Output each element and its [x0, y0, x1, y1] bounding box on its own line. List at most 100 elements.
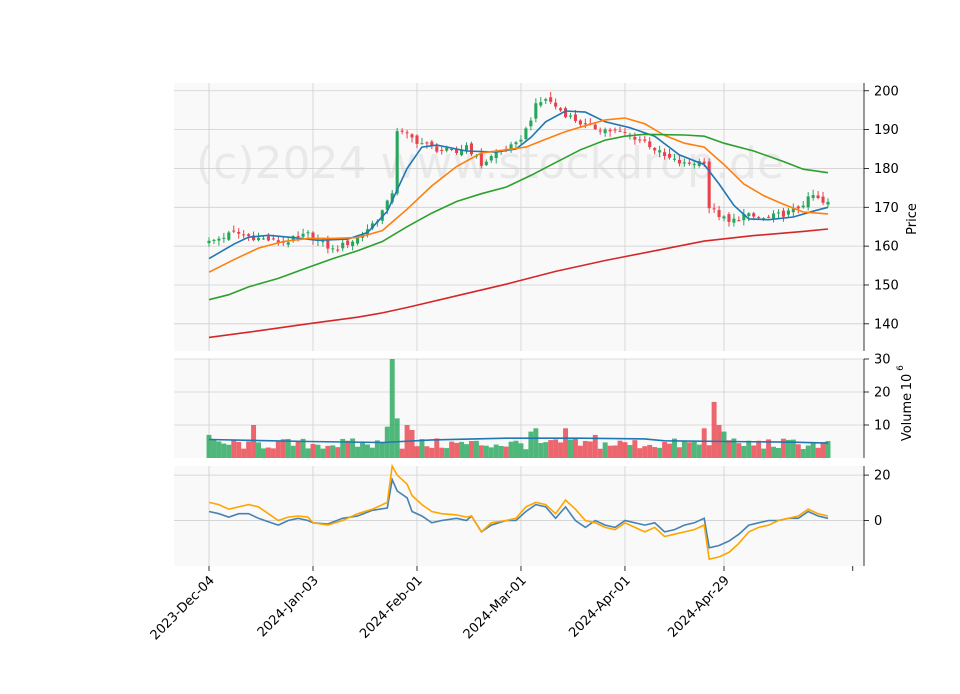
candle-body [460, 149, 464, 156]
price-line-ma-200 [208, 228, 829, 339]
candle-body [568, 115, 573, 117]
price-tick-label: 180 [874, 162, 899, 177]
volume-bar [369, 447, 375, 458]
volume-tick-label: 30 [874, 353, 891, 368]
volume-bar [587, 441, 593, 458]
volume-bar [355, 446, 361, 458]
volume-bar [528, 431, 534, 458]
candle-body [430, 141, 434, 146]
candle-body [692, 164, 696, 166]
candle-body [826, 201, 830, 205]
volume-bar [379, 442, 385, 458]
volume-bar [518, 443, 524, 458]
candle-body [806, 196, 810, 208]
volume-bar [761, 448, 767, 458]
candle-body [658, 150, 662, 153]
volume-bar [766, 439, 772, 458]
volume-bar [206, 434, 212, 458]
candle-body [663, 152, 667, 157]
volume-bar [473, 440, 479, 458]
candle-body [247, 234, 251, 236]
candle-body [346, 240, 350, 246]
volume-bar [221, 443, 227, 458]
volume-bar [360, 441, 365, 458]
volume-bar [290, 445, 296, 458]
candle-body [682, 162, 686, 164]
candle-body [227, 232, 231, 240]
candle-body [643, 139, 647, 141]
volume-bar [825, 441, 831, 458]
volume-bar [503, 446, 509, 458]
candle-body [796, 206, 800, 209]
candle-body [425, 142, 429, 144]
volume-bar [637, 448, 643, 458]
candle-body [717, 210, 721, 217]
candle-body [559, 108, 563, 111]
volume-bar [706, 445, 712, 458]
osc-line-oscillator-b [208, 463, 829, 561]
volume-bar [345, 440, 351, 458]
candle-body [519, 139, 523, 142]
price-tick-label: 190 [874, 123, 899, 138]
volume-bar [226, 444, 232, 458]
candle-body [331, 248, 335, 250]
volume-bar [513, 440, 519, 458]
price-tick-label: 200 [874, 84, 899, 99]
candle-body [514, 142, 518, 145]
volume-bar [672, 438, 677, 458]
candle-body [672, 158, 677, 160]
volume-bar [741, 445, 747, 458]
candle-body [786, 210, 790, 215]
candle-body [326, 240, 330, 249]
candle-body [400, 130, 404, 132]
volume-bar [602, 442, 608, 458]
volume-bar [785, 439, 791, 458]
indicator-lines [208, 110, 829, 561]
volume-bar [315, 444, 321, 458]
volume-bar [260, 448, 266, 458]
candle-body [613, 129, 617, 131]
candle-body [727, 214, 731, 222]
candle-body [811, 195, 815, 198]
volume-bar [622, 442, 628, 458]
volume-bar [241, 448, 247, 458]
candle-body [484, 161, 488, 166]
volume-bar [780, 438, 786, 458]
candle-body [791, 208, 795, 213]
volume-bar [815, 447, 821, 458]
candle-body [341, 242, 345, 249]
volume-bar [533, 428, 539, 458]
price-tick-label: 160 [874, 240, 899, 255]
volume-bar [721, 431, 727, 458]
volume-exponent-base: 10 [900, 374, 915, 391]
candle-body [529, 120, 533, 127]
candle-body [544, 99, 548, 101]
volume-bar [686, 442, 692, 458]
volume-bar [538, 442, 544, 458]
candle-body [771, 213, 776, 219]
candle-body [801, 205, 805, 208]
price-line-ma-long [208, 133, 829, 301]
price-tick-label: 150 [874, 278, 899, 293]
volume-bar [498, 446, 504, 458]
volume-bar [667, 443, 673, 458]
volume-bar [810, 442, 816, 458]
price-line-ma-short [208, 110, 829, 260]
candle-body [306, 232, 310, 234]
volume-bar [582, 440, 588, 458]
price-tick-label: 170 [874, 201, 899, 216]
oscillator-tick-label: 20 [874, 469, 891, 484]
volume-bar [805, 445, 811, 458]
volume-bar [444, 448, 450, 458]
candle-body [509, 144, 513, 151]
watermark: (c)2024 www.stockdrop.de [196, 138, 784, 189]
candle-body [598, 130, 602, 132]
volume-bar [790, 439, 796, 458]
volume-bar [493, 444, 499, 458]
volume-bar [414, 446, 420, 458]
volume-bar [746, 440, 752, 458]
volume-bar [612, 445, 618, 458]
candle-body [668, 153, 672, 158]
volume-bar [449, 441, 455, 458]
